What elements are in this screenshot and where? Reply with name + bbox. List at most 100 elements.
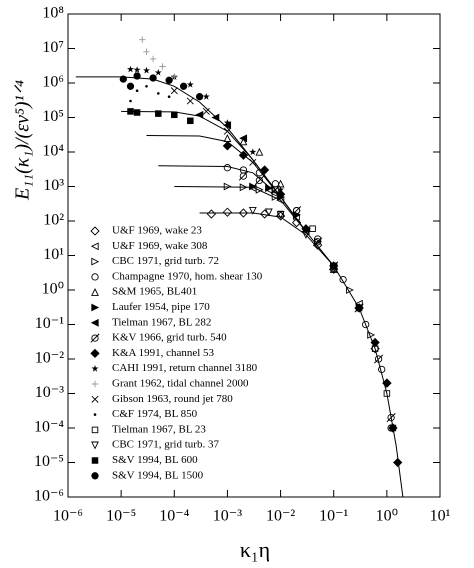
data-point <box>275 189 286 199</box>
legend-marker <box>91 365 99 372</box>
marker-shape <box>91 457 99 464</box>
marker-shape <box>149 55 157 63</box>
marker-shape <box>129 99 132 103</box>
marker-shape <box>370 337 380 348</box>
legend-marker <box>91 441 99 450</box>
x-tick-label: 10⁻³ <box>213 508 242 525</box>
data-point <box>259 165 270 175</box>
legend-marker <box>91 472 99 480</box>
data-point <box>309 225 316 232</box>
data-point <box>145 85 148 88</box>
data-point <box>378 365 386 374</box>
marker-shape <box>293 213 300 221</box>
data-point <box>171 73 178 81</box>
x-tick-label: 10⁻¹ <box>319 508 348 525</box>
marker-shape <box>202 93 210 100</box>
model-curve <box>158 165 307 232</box>
marker-shape <box>223 127 231 135</box>
marker-shape <box>270 185 280 195</box>
marker-shape <box>223 164 232 172</box>
legend-label: CAHI 1991, return channel 3180 <box>112 362 258 374</box>
legend-marker <box>90 226 100 236</box>
data-point <box>133 66 141 73</box>
data-point <box>389 424 397 432</box>
marker-shape <box>155 110 162 117</box>
y-axis-label: E₁₁(κ₁)/(εν⁵)¹ᐟ⁴ <box>12 80 34 201</box>
x-tick-label: 10⁻⁴ <box>159 508 189 525</box>
data-point <box>301 224 311 234</box>
marker-shape <box>314 238 322 246</box>
data-point <box>346 286 354 294</box>
marker-shape <box>222 141 233 151</box>
marker-shape <box>93 413 97 416</box>
data-point <box>249 148 257 155</box>
marker-shape <box>159 63 166 70</box>
marker-shape <box>133 109 141 116</box>
marker-shape <box>135 89 139 92</box>
marker-shape <box>393 457 403 468</box>
data-point <box>149 55 157 63</box>
y-tick-label: 10⁻⁵ <box>34 453 64 470</box>
data-point <box>171 111 178 119</box>
data-point <box>370 337 380 348</box>
legend-label: K&V 1966, grid turb. 540 <box>112 332 227 344</box>
model-curve <box>121 110 282 198</box>
marker-shape <box>355 304 364 313</box>
legend-label: Champagne 1970, hom. shear 130 <box>112 270 263 282</box>
y-tick-label: 10⁻² <box>35 350 64 367</box>
legend-marker <box>91 273 99 281</box>
marker-shape <box>362 320 370 329</box>
marker-shape <box>119 75 127 83</box>
marker-shape <box>301 224 311 234</box>
legend-marker <box>93 413 97 416</box>
legend-label: U&F 1969, wake 23 <box>112 225 202 237</box>
data-point <box>239 183 248 192</box>
marker-shape <box>249 158 257 166</box>
data-point <box>383 390 391 397</box>
marker-shape <box>195 110 204 119</box>
data-point <box>393 457 403 468</box>
marker-shape <box>91 472 99 480</box>
data-point <box>211 113 220 122</box>
marker-shape <box>277 210 284 218</box>
data-point <box>292 206 302 216</box>
marker-shape <box>91 395 99 403</box>
marker-shape <box>91 303 100 312</box>
y-tick-label: 10⁷ <box>42 39 64 56</box>
data-point <box>271 192 280 201</box>
legend-label: S&V 1994, BL 1500 <box>112 469 204 481</box>
marker-shape <box>170 87 178 95</box>
data-point <box>239 134 248 143</box>
data-point <box>170 87 178 95</box>
data-point <box>249 182 258 191</box>
marker-shape <box>255 176 264 185</box>
marker-shape <box>195 93 204 101</box>
marker-shape <box>126 82 135 90</box>
marker-shape <box>157 92 160 95</box>
legend-label: Tielman 1967, BL 282 <box>112 316 211 328</box>
data-point <box>143 48 150 55</box>
data-point <box>223 119 231 126</box>
legend-marker <box>91 457 99 464</box>
data-point <box>313 237 323 247</box>
data-point <box>362 320 370 329</box>
marker-shape <box>254 175 264 185</box>
model-curve <box>199 212 335 267</box>
marker-shape <box>386 413 396 423</box>
data-point <box>276 211 285 220</box>
data-point <box>270 185 280 195</box>
marker-shape <box>90 318 99 327</box>
data-point <box>277 210 284 218</box>
data-point <box>222 141 233 151</box>
marker-shape <box>255 185 264 194</box>
marker-shape <box>171 73 178 81</box>
marker-shape <box>276 211 285 220</box>
marker-shape <box>259 165 270 175</box>
data-point <box>142 66 151 74</box>
y-tick-label: 10⁰ <box>42 281 64 298</box>
marker-shape <box>171 111 178 119</box>
marker-shape <box>186 97 194 105</box>
data-point <box>139 36 146 43</box>
data-point <box>195 110 204 119</box>
data-point <box>126 82 135 90</box>
